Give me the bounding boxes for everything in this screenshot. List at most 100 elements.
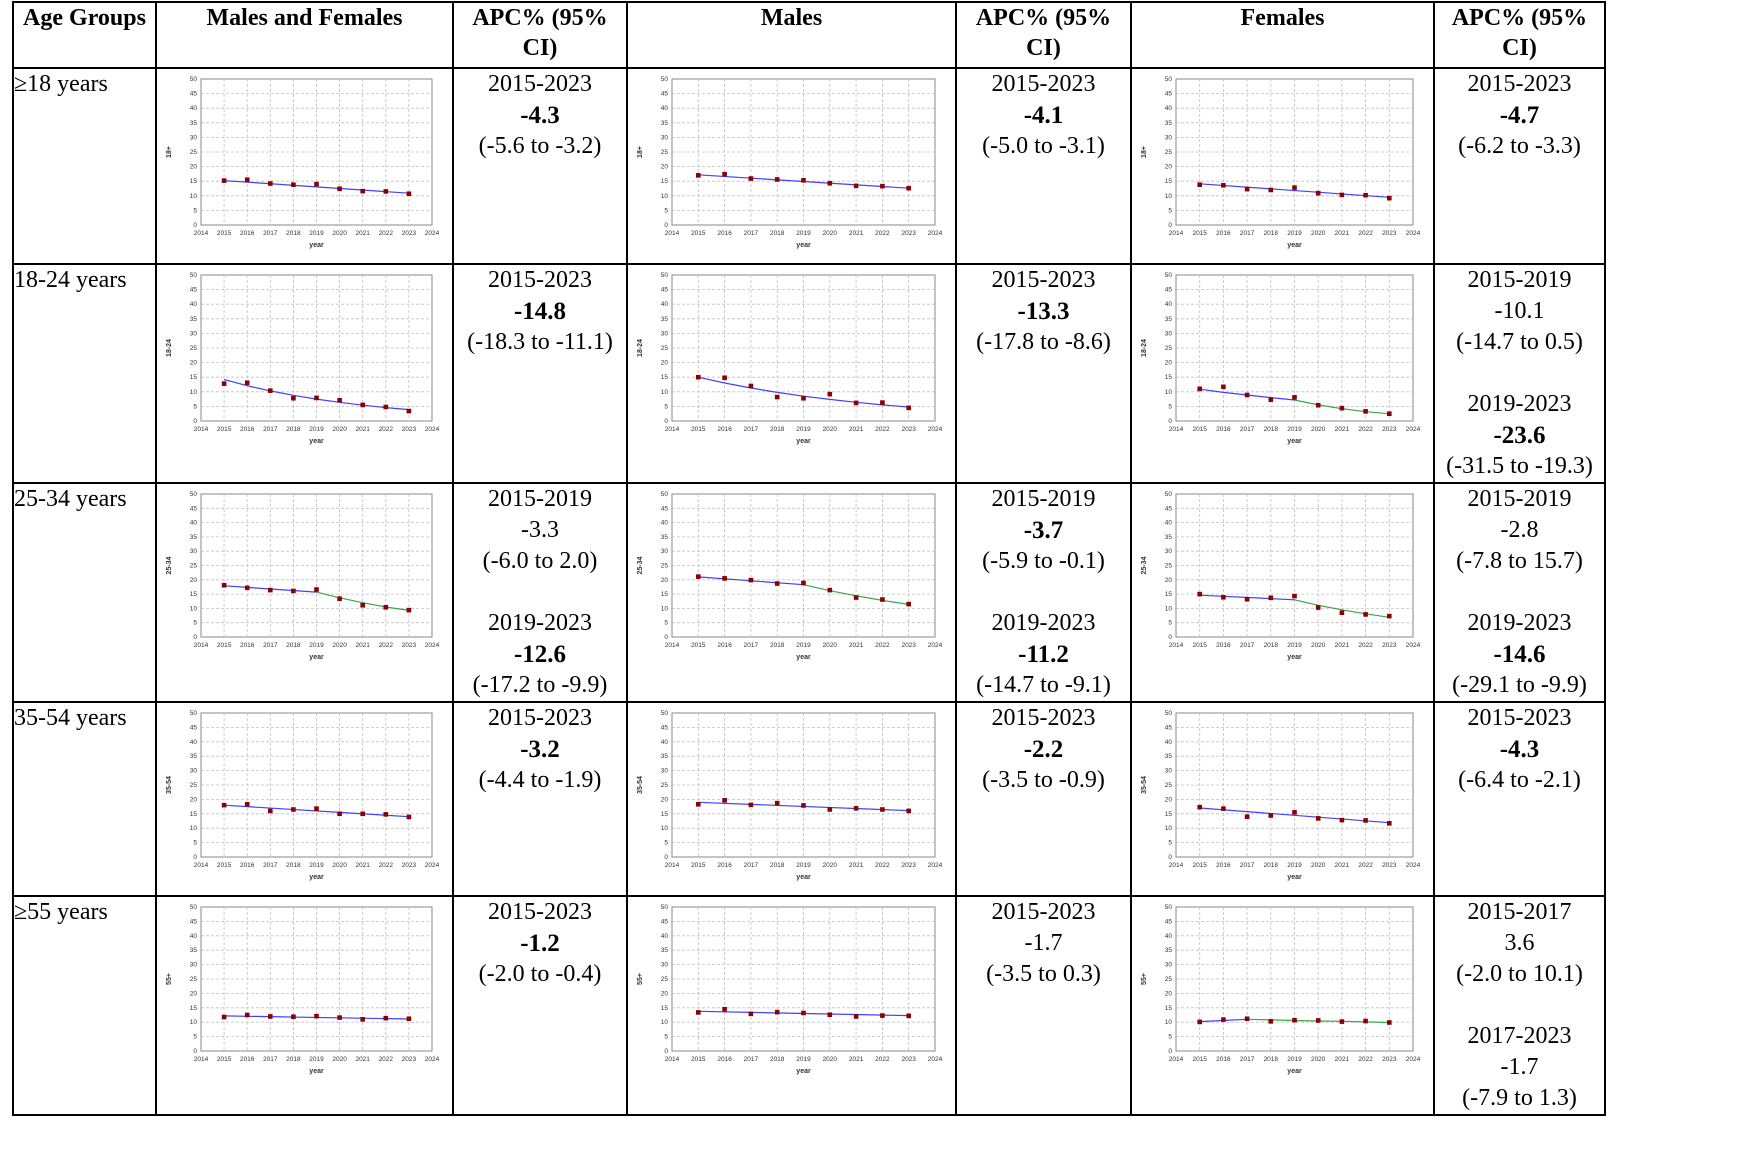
x-axis-label: year (1287, 654, 1302, 661)
y-tick-label: 40 (1165, 520, 1173, 527)
x-tick-label: 2018 (770, 426, 785, 433)
observed-point (314, 806, 319, 811)
observed-point (906, 601, 911, 607)
apc-cell: 2015-2023 -1.2 (-2.0 to -0.4) (452, 895, 628, 1116)
observed-point (268, 808, 273, 814)
x-tick-label: 2019 (309, 642, 324, 649)
x-tick-label: 2021 (849, 1056, 864, 1063)
apc-confidence-interval: (-2.0 to -0.4) (478, 961, 602, 987)
x-tick-label: 2019 (309, 862, 324, 869)
x-tick-label: 2019 (1287, 230, 1302, 237)
x-tick-label: 2024 (1406, 230, 1421, 237)
y-tick-label: 50 (190, 491, 198, 498)
observed-point (1292, 185, 1297, 190)
y-tick-label: 15 (190, 1005, 198, 1012)
table-row: 18-24 years 0 5 10 15 20 25 30 35 40 45 50 2014 2015 2… (12, 263, 1606, 484)
observed-point (1221, 806, 1226, 811)
trend-chart: 0 5 10 15 20 25 30 35 40 45 50 2014 2015 2016 2017 2018… (637, 272, 943, 445)
table-row: 35-54 years 0 5 10 15 20 25 30 35 40 45 50 2014 2015 2… (12, 701, 1606, 897)
observed-point (1339, 192, 1345, 198)
x-tick-label: 2022 (1358, 862, 1373, 869)
observed-point (696, 801, 701, 807)
apc-confidence-interval: (-4.4 to -1.9) (478, 767, 602, 793)
x-axis-label: year (796, 874, 811, 881)
apc-table: Age Groups Males and Females APC% (95% C… (12, 1, 1606, 1116)
apc-period: 2015-2023 (991, 71, 1096, 97)
y-tick-label: 45 (1165, 505, 1173, 512)
trend-chart-cell: 0 5 10 15 20 25 30 35 40 45 50 2014 2015 2016 2017 2018… (155, 701, 454, 897)
observed-point (337, 596, 342, 601)
observed-point (1268, 187, 1274, 193)
y-tick-label: 5 (1168, 403, 1172, 410)
observed-point (1387, 821, 1392, 826)
apc-segment: 2015-2023 -4.1 (-5.0 to -3.1) (957, 69, 1130, 162)
observed-point (383, 1015, 389, 1021)
trend-chart-cell: 0 5 10 15 20 25 30 35 40 45 50 2014 2015 2016 2017 2018… (626, 482, 957, 703)
x-tick-label: 2022 (875, 862, 890, 869)
x-tick-label: 2019 (1287, 426, 1302, 433)
y-tick-label: 5 (1168, 1034, 1172, 1041)
y-tick-label: 15 (661, 1005, 669, 1012)
x-tick-label: 2024 (1406, 426, 1421, 433)
y-tick-label: 45 (1165, 918, 1173, 925)
y-tick-label: 0 (664, 222, 668, 229)
observed-point (1292, 1017, 1297, 1023)
y-tick-label: 10 (661, 193, 669, 200)
x-tick-label: 2019 (796, 426, 811, 433)
x-tick-label: 2014 (665, 642, 680, 649)
y-tick-label: 15 (1165, 1005, 1173, 1012)
y-axis-label: 35-54 (637, 776, 644, 794)
x-tick-label: 2024 (1406, 642, 1421, 649)
trend-chart: 0 5 10 15 20 25 30 35 40 45 50 2014 2015 2016 2017 2018… (166, 710, 440, 881)
x-tick-label: 2017 (1240, 230, 1255, 237)
y-tick-label: 35 (190, 534, 198, 541)
apc-value: -2.8 (1500, 517, 1539, 543)
observed-point (827, 807, 833, 812)
trend-chart: 0 5 10 15 20 25 30 35 40 45 50 2014 2015 2016 2017 2018… (1141, 76, 1421, 249)
x-tick-label: 2017 (1240, 862, 1255, 869)
apc-value: -1.2 (520, 930, 560, 957)
y-tick-label: 45 (1165, 724, 1173, 731)
x-tick-label: 2020 (823, 862, 838, 869)
observed-point (314, 395, 319, 401)
x-axis-label: year (796, 438, 811, 445)
trend-chart: 0 5 10 15 20 25 30 35 40 45 50 2014 2015 2016 2017 2018… (1141, 272, 1421, 445)
observed-point (1244, 186, 1250, 192)
x-tick-label: 2016 (240, 862, 255, 869)
observed-point (696, 374, 701, 380)
observed-point (774, 177, 780, 182)
apc-confidence-interval: (-18.3 to -11.1) (467, 329, 613, 355)
y-tick-label: 20 (190, 577, 198, 584)
y-tick-label: 0 (1168, 1048, 1172, 1055)
trend-chart: 0 5 10 15 20 25 30 35 40 45 50 2014 2015 2016 2017 2018… (166, 491, 440, 661)
observed-point (1339, 405, 1345, 411)
x-tick-label: 2023 (901, 862, 916, 869)
x-tick-label: 2018 (770, 642, 785, 649)
y-tick-label: 35 (190, 947, 198, 954)
observed-point (748, 577, 754, 583)
x-tick-label: 2022 (379, 230, 394, 237)
observed-point (1268, 397, 1274, 402)
apc-segment: 2019-2023 -14.6 (-29.1 to -9.9) (1435, 608, 1604, 701)
y-tick-label: 40 (190, 301, 198, 308)
observed-point (801, 580, 806, 586)
observed-point (291, 807, 296, 812)
y-tick-label: 0 (1168, 854, 1172, 861)
y-tick-label: 20 (1165, 164, 1173, 171)
observed-point (853, 1014, 859, 1019)
observed-point (853, 183, 859, 189)
trend-chart: 0 5 10 15 20 25 30 35 40 45 50 2014 2015 2016 2017 2018… (637, 904, 943, 1075)
x-tick-label: 2018 (770, 230, 785, 237)
trend-chart-cell: 0 5 10 15 20 25 30 35 40 45 50 2014 2015 2016 2017 2018… (626, 895, 957, 1116)
x-axis-label: year (1287, 1068, 1302, 1075)
x-tick-label: 2020 (1311, 1056, 1326, 1063)
x-tick-label: 2022 (875, 230, 890, 237)
apc-period: 2015-2019 (1467, 267, 1572, 293)
observed-point (221, 178, 227, 183)
x-tick-label: 2016 (1216, 642, 1231, 649)
apc-value: -10.1 (1494, 298, 1545, 324)
fitted-trend-segment-1 (1199, 807, 1390, 824)
y-tick-label: 5 (193, 403, 197, 410)
observed-point (801, 803, 806, 808)
x-tick-label: 2016 (240, 1056, 255, 1063)
